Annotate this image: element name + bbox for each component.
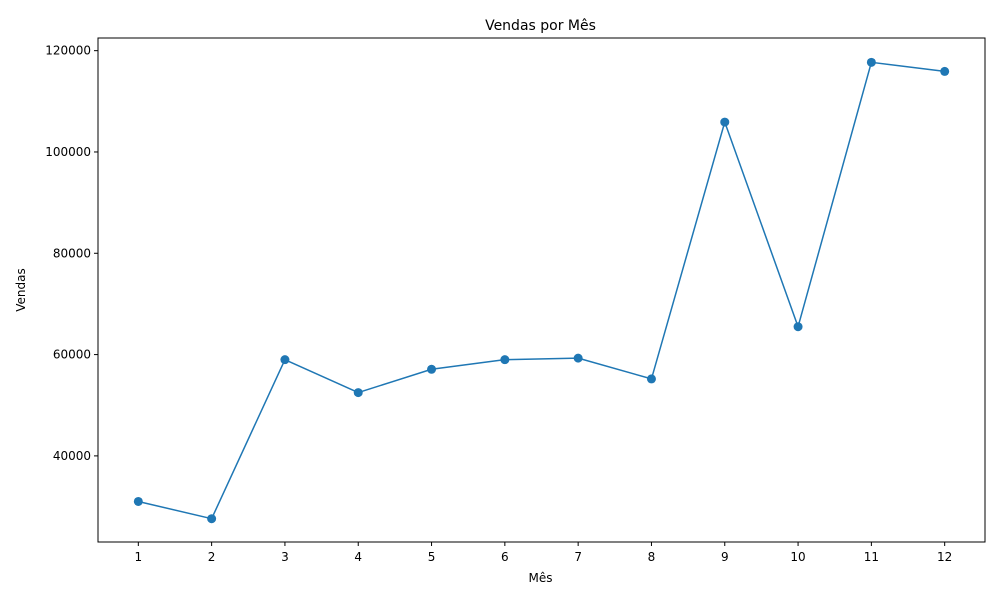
y-tick-label: 80000 <box>53 246 91 260</box>
y-tick-label: 60000 <box>53 348 91 362</box>
x-tick-label: 3 <box>281 550 289 564</box>
data-point <box>207 514 217 524</box>
data-point <box>353 388 363 398</box>
data-point <box>427 364 437 374</box>
x-tick-label: 5 <box>428 550 436 564</box>
y-axis-label: Vendas <box>14 268 28 312</box>
data-point <box>793 322 803 332</box>
x-tick-label: 6 <box>501 550 509 564</box>
x-tick-label: 10 <box>790 550 805 564</box>
chart-title: Vendas por Mês <box>485 18 596 34</box>
x-tick-label: 2 <box>208 550 216 564</box>
data-point <box>646 374 656 384</box>
y-tick-label: 40000 <box>53 449 91 463</box>
y-tick-label: 120000 <box>45 44 91 58</box>
x-tick-label: 12 <box>937 550 952 564</box>
x-tick-label: 7 <box>574 550 582 564</box>
x-tick-label: 9 <box>721 550 729 564</box>
y-tick-label: 100000 <box>45 145 91 159</box>
x-tick-label: 8 <box>648 550 656 564</box>
plot-area-frame <box>97 37 986 543</box>
data-point <box>866 57 876 67</box>
series-layer <box>133 57 950 524</box>
x-tick-label: 4 <box>354 550 362 564</box>
x-tick-label: 1 <box>134 550 142 564</box>
x-tick-label: 11 <box>864 550 879 564</box>
data-point <box>280 355 290 365</box>
x-axis: 1 2 3 4 5 6 7 8 9 10 11 12 <box>134 542 952 564</box>
y-axis: 40000 60000 80000 100000 120000 <box>45 44 98 463</box>
data-point <box>720 117 730 127</box>
series-line <box>138 61 945 520</box>
x-axis-label: Mês <box>529 571 553 585</box>
data-point <box>500 355 510 365</box>
data-point <box>573 353 583 363</box>
data-point <box>940 66 950 76</box>
data-point <box>133 496 143 506</box>
